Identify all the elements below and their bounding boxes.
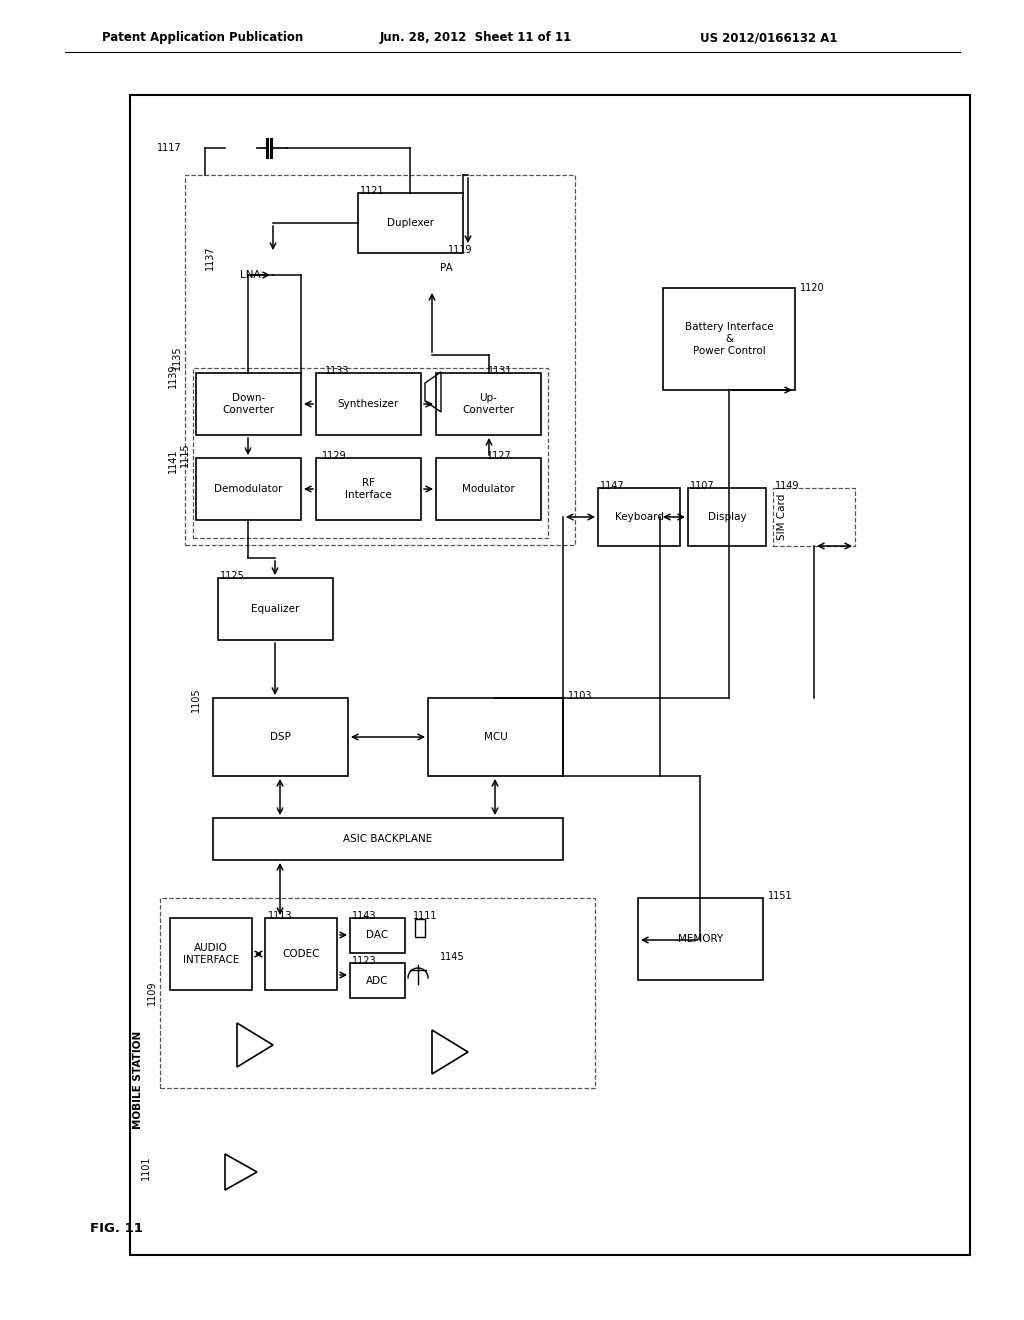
Bar [428, 698, 563, 776]
Text: 1107: 1107 [690, 480, 715, 491]
Bar [598, 488, 680, 546]
Text: 1121: 1121 [360, 186, 385, 195]
Text: MCU: MCU [483, 733, 507, 742]
Text: LNA: LNA [240, 271, 260, 280]
Text: 1111: 1111 [413, 911, 437, 921]
Text: CODEC: CODEC [283, 949, 319, 960]
Text: 1120: 1120 [800, 282, 824, 293]
Text: 1117: 1117 [157, 143, 181, 153]
Text: 1105: 1105 [191, 688, 201, 713]
Text: Jun. 28, 2012  Sheet 11 of 11: Jun. 28, 2012 Sheet 11 of 11 [380, 32, 572, 45]
Bar [213, 698, 348, 776]
Text: PA: PA [439, 263, 453, 273]
Text: FIG. 11: FIG. 11 [90, 1221, 143, 1234]
Text: 1139: 1139 [168, 364, 178, 388]
Bar [185, 176, 575, 545]
Text: 1129: 1129 [322, 451, 347, 461]
Text: MOBILE STATION: MOBILE STATION [133, 1031, 143, 1129]
Text: 1149: 1149 [775, 480, 800, 491]
Text: 1143: 1143 [352, 911, 377, 921]
Text: DSP: DSP [270, 733, 291, 742]
Text: ADC: ADC [367, 975, 389, 986]
Text: RF
Interface: RF Interface [345, 478, 392, 500]
Text: 1115: 1115 [180, 442, 190, 467]
Text: Equalizer: Equalizer [251, 605, 300, 614]
Text: 1131: 1131 [488, 366, 512, 376]
Bar [436, 458, 541, 520]
Text: SIM Card: SIM Card [777, 494, 787, 540]
Text: 1151: 1151 [768, 891, 793, 902]
Text: 1109: 1109 [147, 981, 157, 1006]
Bar [218, 578, 333, 640]
Bar [213, 818, 563, 861]
Text: MEMORY: MEMORY [678, 935, 723, 944]
Bar [130, 95, 970, 1255]
Bar [193, 368, 548, 539]
Text: ASIC BACKPLANE: ASIC BACKPLANE [343, 834, 432, 843]
Text: Battery Interface
&
Power Control: Battery Interface & Power Control [685, 322, 773, 355]
Text: 1135: 1135 [172, 346, 182, 371]
Text: AUDIO
INTERFACE: AUDIO INTERFACE [183, 944, 240, 965]
Text: Up-
Converter: Up- Converter [463, 393, 515, 414]
Text: DAC: DAC [367, 931, 389, 940]
Bar [196, 374, 301, 436]
Bar [415, 919, 425, 937]
Text: 1145: 1145 [440, 952, 465, 962]
Text: Demodulator: Demodulator [214, 484, 283, 494]
Text: 1113: 1113 [268, 911, 293, 921]
Bar [316, 374, 421, 436]
Bar [265, 917, 337, 990]
Bar [196, 458, 301, 520]
Text: 1147: 1147 [600, 480, 625, 491]
Bar [638, 898, 763, 979]
Bar [663, 288, 795, 389]
Text: Synthesizer: Synthesizer [338, 399, 399, 409]
Text: Display: Display [708, 512, 746, 521]
Text: Patent Application Publication: Patent Application Publication [102, 32, 303, 45]
Bar [358, 193, 463, 253]
Text: 1103: 1103 [568, 690, 593, 701]
Text: 1125: 1125 [220, 572, 245, 581]
Bar [316, 458, 421, 520]
Bar [350, 964, 406, 998]
Bar [170, 917, 252, 990]
Text: 1133: 1133 [325, 366, 349, 376]
Text: 1141: 1141 [168, 449, 178, 474]
Bar [350, 917, 406, 953]
Bar [436, 374, 541, 436]
Text: 1127: 1127 [487, 451, 512, 461]
Text: 1119: 1119 [449, 246, 472, 255]
Text: Keyboard: Keyboard [614, 512, 664, 521]
Bar [688, 488, 766, 546]
Bar [773, 488, 855, 546]
Text: Down-
Converter: Down- Converter [222, 393, 274, 414]
Bar [160, 898, 595, 1088]
Text: Duplexer: Duplexer [387, 218, 434, 228]
Text: 1123: 1123 [352, 956, 377, 966]
Text: 1137: 1137 [205, 246, 215, 271]
Text: Modulator: Modulator [462, 484, 515, 494]
Text: 1101: 1101 [141, 1156, 151, 1180]
Text: US 2012/0166132 A1: US 2012/0166132 A1 [700, 32, 838, 45]
